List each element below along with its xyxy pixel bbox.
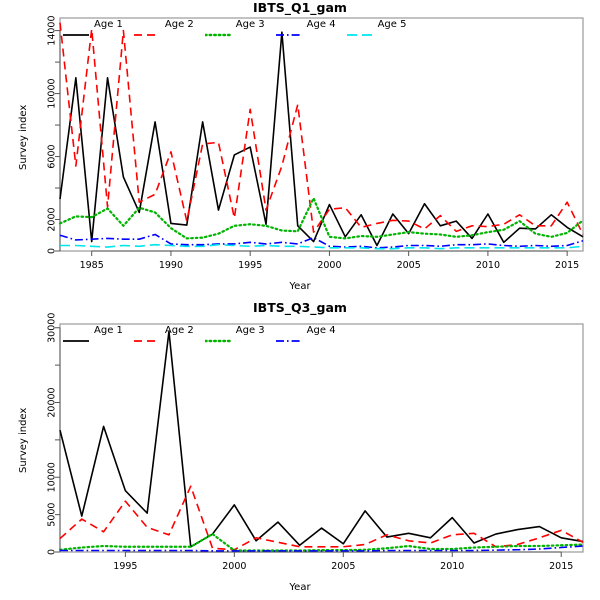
legend-label: Age 3 [235,19,265,30]
legend-key-icon [275,330,302,342]
legend-item-age-3[interactable]: Age 3 [203,325,265,342]
legend-item-age-5[interactable]: Age 5 [346,19,407,36]
x-tick-label: 2010 [440,561,464,572]
y-tick-label: 30000 [47,313,58,343]
legend-key-icon [275,24,302,36]
legend-label: Age 3 [235,325,265,336]
y-tick-label: 0 [47,248,58,254]
series-line-age-3 [58,197,585,240]
x-tick-label: 2000 [317,260,341,271]
x-tick-label: 1995 [238,260,262,271]
x-tick-label: 2005 [331,561,355,572]
legend-label: Age 4 [306,325,336,336]
legend-key-icon [203,330,232,342]
x-axis-label-q3: Year [289,582,311,593]
legend-item-age-2[interactable]: Age 2 [133,325,194,342]
legend-item-age-2[interactable]: Age 2 [133,19,194,36]
y-tick-label: 6000 [47,144,58,168]
panel-q1: IBTS_Q1_gam Survey index Year 0 2000 6000 1… [18,0,585,292]
y-tick-label: 10000 [47,78,58,108]
x-tick-label: 2015 [549,561,573,572]
y-tick-label: 14000 [47,15,58,45]
legend-item-age-1[interactable]: Age 1 [63,19,123,36]
series-line-age-1 [59,31,584,247]
series-line-age-4 [59,233,584,249]
legend-q1: Age 1 Age 2 Age 3 Age 4 Age 5 [63,19,417,36]
plot-area-q3: 0 5000 10000 20000 30000 1995 2000 2005 2010 2015 [47,313,585,572]
plot-area-q1: 0 2000 6000 10000 14000 1985 1990 1995 2000 2005 2… [47,15,585,271]
legend-label: Age 4 [306,19,336,30]
x-axis-label-q1: Year [289,281,311,292]
legend-item-age-4[interactable]: Age 4 [275,19,336,36]
y-tick-label: 10000 [47,462,58,492]
legend-item-age-1[interactable]: Age 1 [63,325,123,342]
legend-label: Age 1 [94,19,123,30]
legend-label: Age 1 [94,325,123,336]
chart-title-q3: IBTS_Q3_gam [253,300,347,315]
series-line-age-1 [59,330,584,548]
series-line-age-5 [60,243,584,250]
legend-key-icon [346,24,373,36]
legend-key-icon [203,24,232,36]
y-tick-label: 20000 [47,387,58,417]
legend-key-icon [63,24,89,36]
legend-item-age-4[interactable]: Age 4 [275,325,336,342]
legend-q3: Age 1 Age 2 Age 3 Age 4 [63,325,347,342]
series-line-age-2 [59,22,584,235]
legend-key-icon [63,330,89,342]
legend-key-icon [133,24,160,36]
chart-title-q1: IBTS_Q1_gam [253,0,347,15]
panel-q3: IBTS_Q3_gam Survey index Year 0 5000 10000… [0,300,600,600]
legend-label: Age 2 [164,325,194,336]
x-tick-label: 1995 [113,561,137,572]
y-tick-label: 5000 [47,503,58,527]
legend-label: Age 2 [164,19,194,30]
x-tick-label: 2015 [555,260,579,271]
x-tick-label: 2000 [222,561,246,572]
x-tick-label: 2010 [476,260,500,271]
legend-item-age-3[interactable]: Age 3 [203,19,265,36]
x-tick-label: 1990 [159,260,183,271]
x-tick-label: 1985 [80,260,104,271]
y-tick-label: 0 [47,549,58,555]
legend-label: Age 5 [377,19,407,30]
legend-key-icon [133,330,160,342]
series-line-age-4 [60,545,584,552]
x-tick-label: 2005 [397,260,421,271]
y-tick-label: 2000 [47,207,58,231]
